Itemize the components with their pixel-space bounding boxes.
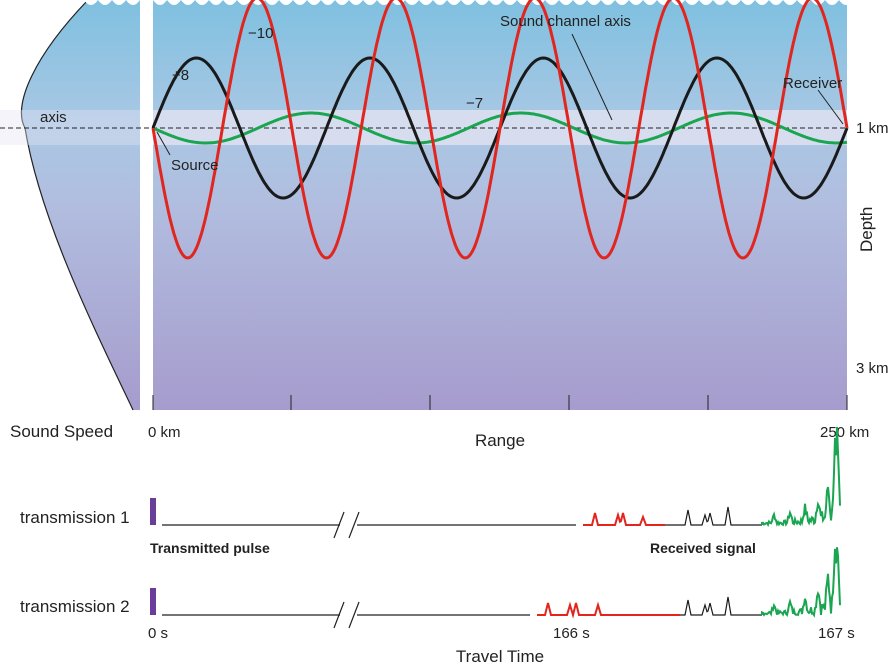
time-label: 0 s: [148, 625, 168, 642]
leader: [817, 89, 844, 125]
signal: [665, 506, 762, 526]
surface-wave: [0, 0, 140, 5]
rays: [151, 0, 849, 260]
ray-label: +8: [172, 67, 189, 84]
pulse: [150, 498, 156, 525]
channel-axis-label: Sound channel axis: [500, 13, 631, 30]
signal: [537, 601, 680, 619]
break: [333, 601, 345, 629]
signal: [583, 511, 665, 526]
break: [348, 601, 360, 629]
range-label: 0 km: [148, 424, 181, 441]
axis-label: axis: [40, 109, 67, 126]
ray-label: −10: [248, 25, 273, 42]
ray: [152, 111, 848, 145]
range-title: Range: [475, 431, 525, 450]
depth-label: 3 km: [856, 360, 889, 377]
depth-title: Depth: [857, 207, 876, 252]
ray-label: −7: [466, 95, 483, 112]
transmission-label: transmission 2: [20, 597, 130, 616]
ocean: [153, 0, 847, 410]
signal: [761, 427, 841, 528]
time-label: 167 s: [818, 625, 855, 642]
range-label: 250 km: [820, 424, 869, 441]
depth-label: 1 km: [856, 120, 889, 137]
time-label: 166 s: [553, 625, 590, 642]
leader: [156, 131, 171, 156]
received-signal-label: Received signal: [650, 540, 756, 556]
time-title: Travel Time: [456, 647, 544, 666]
sound-speed-profile: [0, 0, 133, 410]
receiver-label: Receiver: [783, 75, 842, 92]
leader: [571, 33, 613, 121]
signals: [162, 427, 841, 629]
transmission-label: transmission 1: [20, 508, 130, 527]
source-label: Source: [171, 157, 219, 174]
break: [333, 511, 345, 539]
break: [348, 511, 360, 539]
transmitted-pulse-label: Transmitted pulse: [150, 540, 270, 556]
signal: [680, 596, 762, 616]
signal: [761, 547, 841, 618]
ray: [151, 0, 849, 260]
sound-speed-curve: [20, 0, 134, 411]
sound-speed-label: Sound Speed: [10, 422, 113, 441]
pulse: [150, 588, 156, 615]
